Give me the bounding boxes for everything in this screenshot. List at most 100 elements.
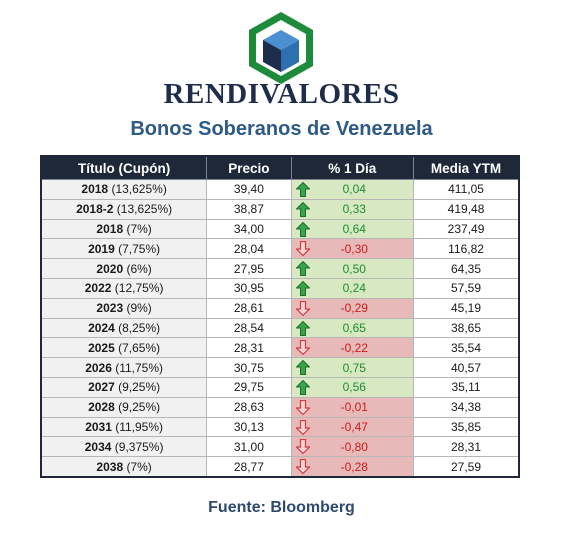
- bond-coupon: (7%): [123, 221, 152, 236]
- table-row: 2031 (11,95%) 30,13 -0,47 35,85: [40, 416, 520, 438]
- arrow-down-icon: [295, 340, 310, 356]
- bond-title-cell: 2025 (7,65%): [40, 337, 208, 359]
- daily-change-value: -0,01: [340, 400, 368, 415]
- table-row: 2022 (12,75%) 30,95 0,24 57,59: [40, 277, 520, 299]
- daily-change-value: 0,04: [342, 182, 366, 197]
- table-row: 2026 (11,75%) 30,75 0,75 40,57: [40, 357, 520, 378]
- price-cell: 28,77: [206, 456, 292, 478]
- bond-title-cell: 2028 (9,25%): [40, 396, 208, 418]
- bond-title-cell: 2034 (9,375%): [40, 436, 208, 458]
- arrow-up-icon: [295, 320, 310, 336]
- arrow-up-icon: [295, 182, 310, 197]
- daily-change-value: -0,30: [340, 241, 368, 256]
- daily-change-cell: -0,22: [290, 337, 415, 359]
- bond-year: 2024: [88, 320, 115, 335]
- table-row: 2024 (8,25%) 28,54 0,65 38,65: [40, 317, 520, 339]
- daily-change-cell: -0,80: [290, 436, 415, 458]
- price-cell: 30,75: [206, 357, 292, 378]
- table-row: 2034 (9,375%) 31,00 -0,80 28,31: [40, 436, 520, 458]
- arrow-down-icon: [295, 241, 310, 257]
- rendivalores-logo-icon: [249, 12, 313, 84]
- table-header-row: Título (Cupón) Precio % 1 Día Media YTM: [40, 155, 520, 180]
- bond-coupon: (11,75%): [111, 360, 164, 375]
- arrow-up-icon: [295, 261, 310, 277]
- column-header-change: % 1 Día: [290, 155, 415, 180]
- ytm-cell: 419,48: [413, 198, 520, 220]
- bond-title-cell: 2018-2 (13,625%): [40, 198, 208, 220]
- price-cell: 31,00: [206, 436, 292, 458]
- price-cell: 28,31: [206, 337, 292, 359]
- arrow-up-icon: [295, 221, 310, 237]
- daily-change-value: 0,33: [342, 202, 366, 217]
- arrow-down-icon: [295, 439, 310, 455]
- daily-change-cell: -0,47: [290, 416, 415, 438]
- ytm-cell: 237,49: [413, 218, 520, 240]
- column-header-ytm: Media YTM: [413, 155, 520, 180]
- bond-year: 2018: [96, 221, 124, 236]
- bond-coupon: (7,75%): [114, 241, 161, 256]
- ytm-cell: 27,59: [413, 456, 520, 478]
- table-row: 2023 (9%) 28,61 -0,29 45,19: [40, 297, 520, 319]
- bond-coupon: (9,25%): [114, 380, 161, 395]
- bond-year: 2034: [84, 439, 112, 454]
- table-row: 2038 (7%) 28,77 -0,28 27,59: [40, 456, 520, 478]
- arrow-down-icon: [295, 459, 310, 475]
- daily-change-value: -0,22: [340, 340, 368, 355]
- daily-change-cell: 0,64: [290, 218, 415, 240]
- ytm-cell: 35,85: [413, 416, 520, 438]
- daily-change-value: 0,56: [342, 380, 366, 395]
- price-cell: 28,54: [206, 317, 292, 339]
- bond-year: 2031: [85, 419, 112, 434]
- bond-title-cell: 2022 (12,75%): [40, 277, 208, 299]
- bond-year: 2018-2: [76, 202, 114, 217]
- arrow-up-icon: [295, 280, 310, 296]
- daily-change-cell: 0,24: [290, 277, 415, 299]
- ytm-cell: 34,38: [413, 396, 520, 418]
- table-row: 2018 (13,625%) 39,40 0,04 411,05: [40, 179, 520, 200]
- bond-year: 2027: [88, 380, 115, 395]
- daily-change-value: 0,75: [342, 360, 366, 375]
- bond-coupon: (9,375%): [111, 439, 164, 454]
- ytm-cell: 411,05: [413, 179, 520, 200]
- price-cell: 39,40: [206, 179, 292, 200]
- ytm-cell: 116,82: [413, 238, 520, 260]
- table-row: 2028 (9,25%) 28,63 -0,01 34,38: [40, 396, 520, 418]
- arrow-up-icon: [295, 360, 310, 376]
- bond-title-cell: 2023 (9%): [40, 297, 208, 319]
- bond-coupon: (12,75%): [111, 281, 164, 296]
- table-row: 2018-2 (13,625%) 38,87 0,33 419,48: [40, 198, 520, 220]
- page-title: Bonos Soberanos de Venezuela: [130, 118, 433, 140]
- table-row: 2020 (6%) 27,95 0,50 64,35: [40, 258, 520, 279]
- daily-change-cell: -0,29: [290, 297, 415, 319]
- bond-year: 2020: [96, 261, 124, 276]
- ytm-cell: 35,11: [413, 376, 520, 398]
- brand-name: RENDIVALORES: [163, 78, 400, 110]
- bond-year: 2028: [88, 400, 115, 415]
- price-cell: 30,13: [206, 416, 292, 438]
- bond-title-cell: 2038 (7%): [40, 456, 208, 478]
- daily-change-value: -0,29: [340, 301, 368, 316]
- daily-change-value: -0,80: [340, 439, 368, 454]
- table-row: 2027 (9,25%) 29,75 0,56 35,11: [40, 376, 520, 398]
- daily-change-cell: -0,01: [290, 396, 415, 418]
- bond-title-cell: 2024 (8,25%): [40, 317, 208, 339]
- bond-year: 2026: [85, 360, 112, 375]
- daily-change-value: 0,65: [342, 320, 366, 335]
- bond-coupon: (11,95%): [111, 419, 164, 434]
- price-cell: 28,63: [206, 396, 292, 418]
- table-row: 2018 (7%) 34,00 0,64 237,49: [40, 218, 520, 240]
- ytm-cell: 40,57: [413, 357, 520, 378]
- daily-change-cell: -0,28: [290, 456, 415, 478]
- bond-coupon: (9,25%): [114, 400, 161, 415]
- bond-coupon: (6%): [123, 261, 152, 276]
- bond-coupon: (13,625%): [113, 202, 173, 217]
- bond-title-cell: 2026 (11,75%): [40, 357, 208, 378]
- ytm-cell: 45,19: [413, 297, 520, 319]
- table-row: 2019 (7,75%) 28,04 -0,30 116,82: [40, 238, 520, 260]
- table-row: 2025 (7,65%) 28,31 -0,22 35,54: [40, 337, 520, 359]
- daily-change-value: 0,24: [342, 281, 366, 296]
- daily-change-value: 0,50: [342, 261, 366, 276]
- daily-change-cell: 0,56: [290, 376, 415, 398]
- bond-title-cell: 2018 (13,625%): [40, 179, 208, 200]
- daily-change-cell: -0,30: [290, 238, 415, 260]
